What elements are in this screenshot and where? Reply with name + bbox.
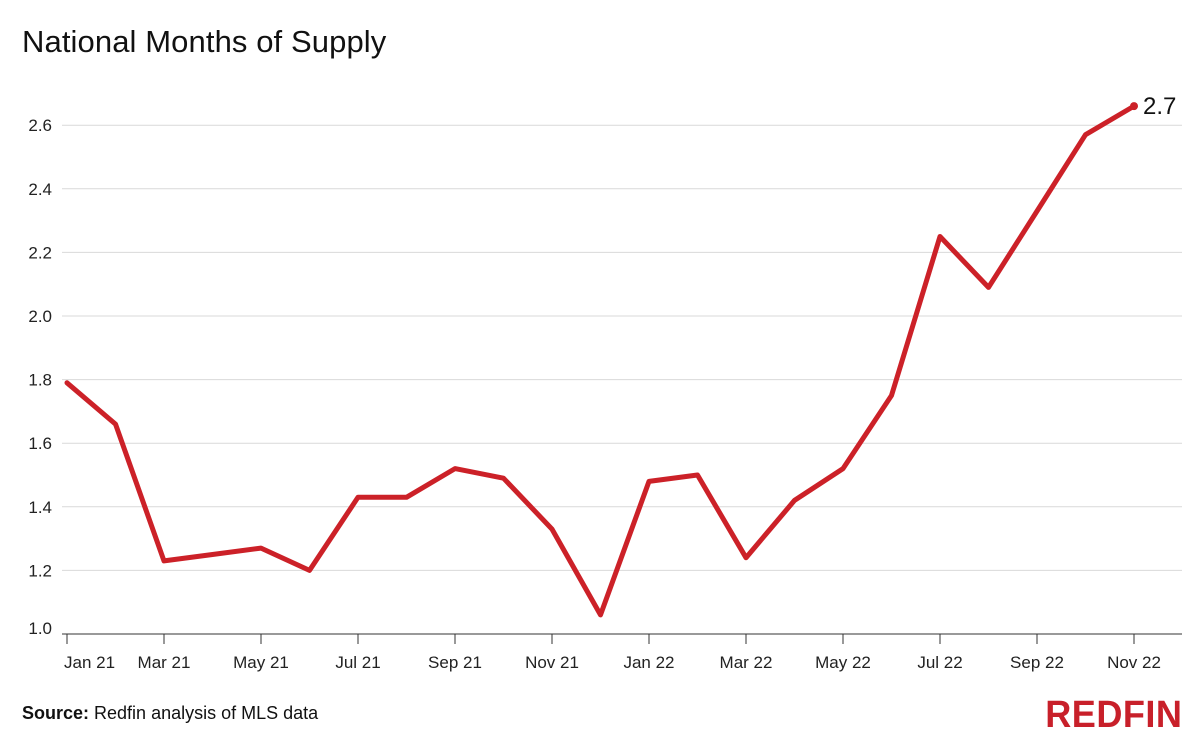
x-tick-label: Jan 22 — [623, 653, 674, 672]
y-tick-label: 1.2 — [28, 561, 52, 580]
x-tick-label: Sep 21 — [428, 653, 482, 672]
y-tick-label: 2.6 — [28, 116, 52, 135]
grid-lines — [62, 124, 1182, 571]
x-axis-labels: Jan 21 Mar 21 May 21 Jul 21 Sep 21 Nov 21 Jan … — [64, 653, 1161, 672]
y-tick-label: 2.0 — [28, 307, 52, 326]
y-tick-label: 1.4 — [28, 498, 52, 517]
series-line — [64, 103, 1137, 618]
series — [64, 102, 1138, 618]
y-tick-label: 2.4 — [28, 180, 52, 199]
x-tick-label: May 22 — [815, 653, 871, 672]
y-tick-label: 1.6 — [28, 434, 52, 453]
redfin-logo: REDFIN — [1044, 694, 1182, 736]
x-tick-label: Nov 22 — [1107, 653, 1161, 672]
end-value-label: 2.7 — [1143, 93, 1176, 120]
source-text: Redfin analysis of MLS data — [89, 703, 319, 723]
x-tick-label: Mar 21 — [138, 653, 191, 672]
x-tick-label: Nov 21 — [525, 653, 579, 672]
chart-title: National Months of Supply — [22, 24, 387, 59]
x-tick-label: Sep 22 — [1010, 653, 1064, 672]
end-label-group: 2.7 — [1143, 93, 1176, 120]
source-note: Source: Redfin analysis of MLS data — [22, 703, 318, 724]
x-tick-label: Jul 21 — [335, 653, 380, 672]
x-tick-label: Mar 22 — [720, 653, 773, 672]
source-label: Source: — [22, 703, 90, 723]
x-tick-label: Jul 22 — [917, 653, 962, 672]
series-end-point — [1130, 102, 1138, 111]
x-axis-ticks — [66, 634, 1135, 644]
x-tick-label: Jan 21 — [64, 653, 115, 672]
x-tick-label: May 21 — [233, 653, 289, 672]
y-tick-label: 1.0 — [28, 619, 52, 638]
y-axis-labels: 1.0 1.2 1.4 1.6 1.8 2.0 2.2 2.4 2.6 — [28, 116, 52, 638]
y-tick-label: 2.2 — [28, 243, 52, 262]
y-tick-label: 1.8 — [28, 371, 52, 390]
